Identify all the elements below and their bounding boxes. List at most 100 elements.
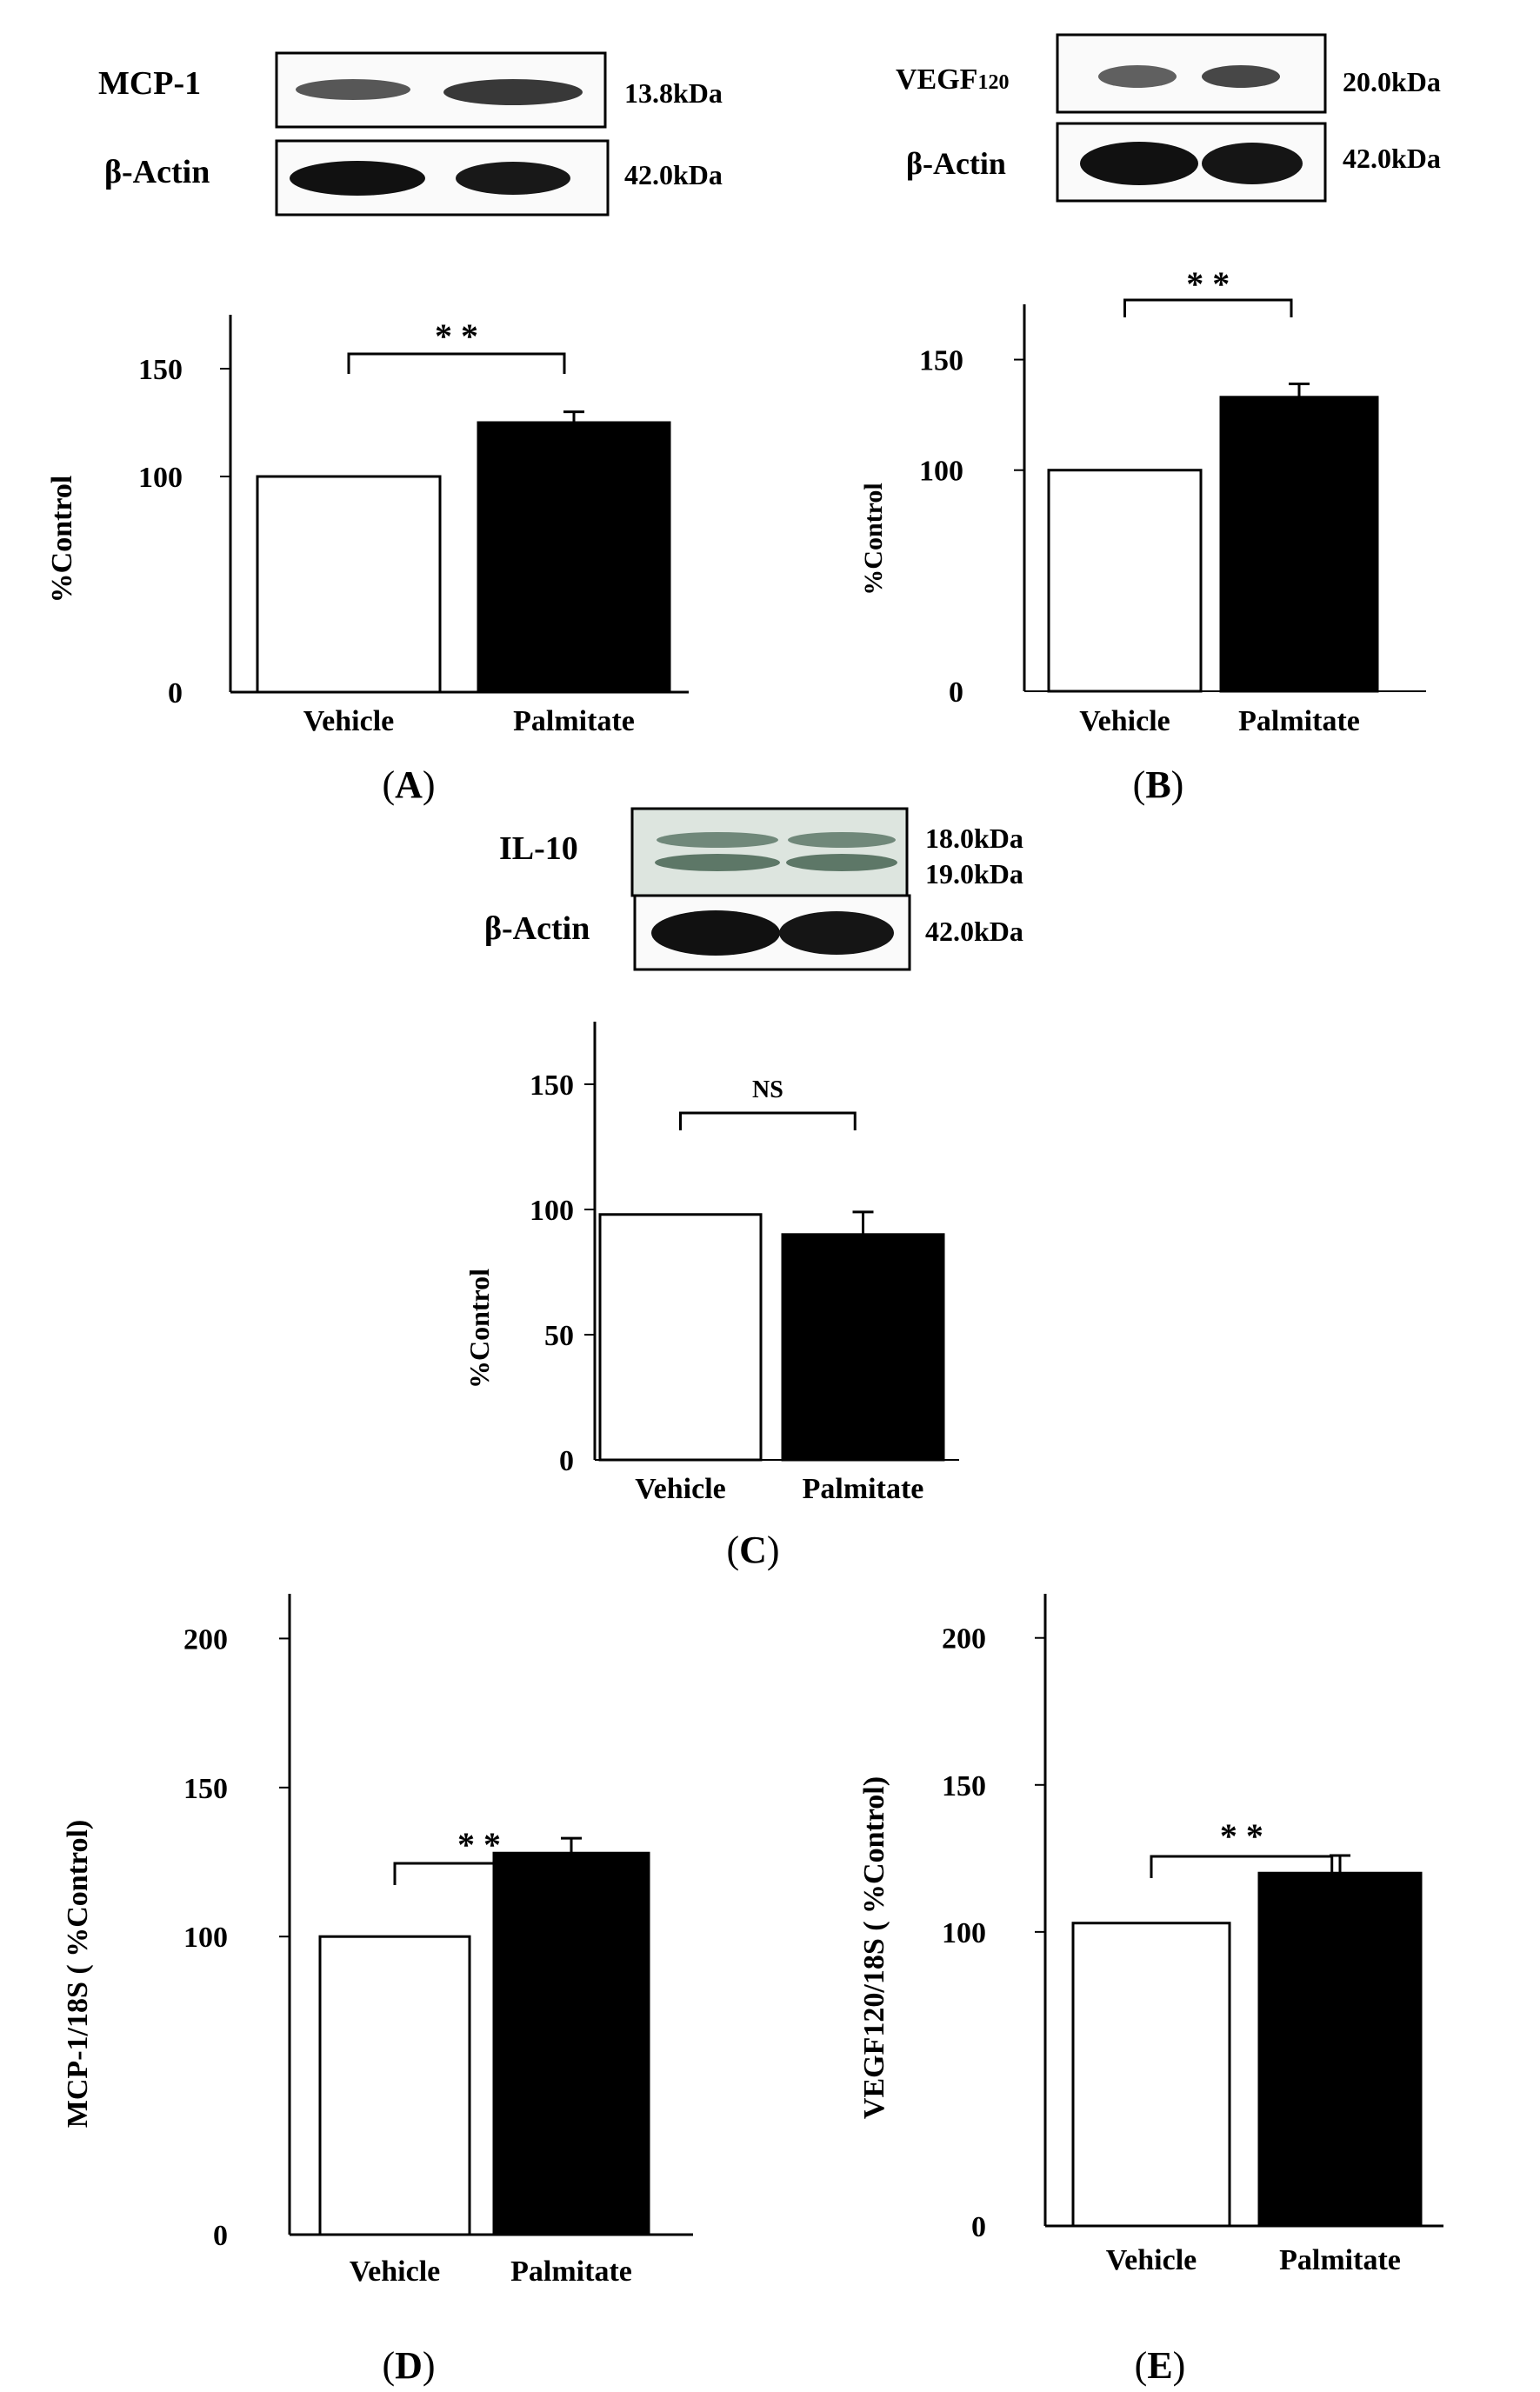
y-tick-label-0: 0 bbox=[971, 2211, 986, 2243]
y-tick-label-1: 50 bbox=[544, 1320, 574, 1352]
blot-c-control-label: β-Actin bbox=[484, 910, 590, 947]
bar-palmitate bbox=[477, 421, 671, 694]
chart-e-yticks: 0 100 150 200 bbox=[942, 1623, 1045, 2243]
significance-label: NS bbox=[752, 1076, 783, 1103]
blot-c-target-band-vehicle-upper bbox=[657, 832, 778, 848]
blot-c-target-band-palmitate-upper bbox=[788, 832, 896, 848]
bar-palmitate bbox=[492, 1851, 650, 2236]
blot-b-target-band-vehicle bbox=[1098, 65, 1177, 88]
chart-e-bars: * * bbox=[1071, 1816, 1423, 2228]
chart-b-xlabels: Vehicle Palmitate bbox=[1079, 705, 1360, 737]
bar-vehicle bbox=[1071, 1922, 1231, 2228]
bar-vehicle bbox=[318, 1935, 471, 2236]
x-category-label-palmitate: Palmitate bbox=[1279, 2244, 1401, 2276]
y-tick-label-2: 150 bbox=[183, 1773, 228, 1805]
blot-a-target-band-palmitate bbox=[443, 79, 583, 105]
chart-d-xlabels: Vehicle Palmitate bbox=[350, 2255, 632, 2288]
chart-a-xlabels: Vehicle Palmitate bbox=[303, 705, 635, 737]
significance-label: * * bbox=[435, 316, 478, 356]
chart-b-yticks: 0 100 150 bbox=[919, 345, 1024, 709]
x-category-label-palmitate: Palmitate bbox=[803, 1473, 924, 1505]
y-tick-label-0: 0 bbox=[949, 676, 963, 709]
y-tick-label-1: 100 bbox=[942, 1917, 986, 1949]
blot-b-control-band-vehicle bbox=[1080, 142, 1198, 185]
blot-a-control-band-palmitate bbox=[456, 162, 570, 195]
blot-c-target-band-vehicle-lower bbox=[655, 854, 780, 871]
blot-b-target-box bbox=[1056, 33, 1327, 114]
y-tick-label-3: 150 bbox=[530, 1069, 574, 1102]
significance-label: * * bbox=[1220, 1816, 1263, 1856]
significance-bracket bbox=[1150, 1855, 1334, 1878]
x-category-label-vehicle: Vehicle bbox=[635, 1473, 726, 1505]
chart-e-xlabels: Vehicle Palmitate bbox=[1106, 2244, 1401, 2276]
blot-c-control-kda: 42.0kDa bbox=[925, 916, 1023, 947]
blot-a-control-label: β-Actin bbox=[104, 154, 210, 190]
blot-c: IL-10 18.0kDa 19.0kDa β-Actin 42.0kDa bbox=[484, 807, 1023, 971]
bar-vehicle bbox=[1047, 469, 1203, 693]
chart-b: 0 100 150 * * Vehicle Palmitate %Control (B… bbox=[859, 264, 1426, 806]
bar-palmitate bbox=[1257, 1871, 1423, 2228]
blot-c-target-kda-1: 18.0kDa bbox=[925, 823, 1023, 854]
bar-vehicle bbox=[598, 1213, 763, 1462]
blot-b-target-band-palmitate bbox=[1202, 65, 1280, 88]
blot-b: VEGF120 20.0kDa β-Actin 42.0kDa bbox=[896, 33, 1441, 203]
x-category-label-vehicle: Vehicle bbox=[303, 705, 395, 737]
x-category-label-vehicle: Vehicle bbox=[1079, 705, 1170, 737]
chart-a: 0 100 150 * * Vehicle Palmitate %Control (A… bbox=[46, 315, 689, 806]
blot-a-control-band-vehicle bbox=[290, 161, 425, 196]
y-tick-label-2: 150 bbox=[919, 345, 963, 377]
y-tick-label-0: 0 bbox=[559, 1445, 574, 1477]
significance-label: * * bbox=[1186, 264, 1230, 303]
chart-e-ylabel: VEGF120/18S ( %Control) bbox=[858, 1776, 890, 2119]
chart-c-bars: NS bbox=[598, 1076, 945, 1462]
blot-c-target-label: IL-10 bbox=[499, 830, 578, 867]
blot-b-control-band-palmitate bbox=[1202, 143, 1303, 184]
bar-palmitate bbox=[1219, 396, 1379, 693]
blot-a-target-label: MCP-1 bbox=[98, 65, 201, 102]
chart-d: 0 100 150 200 * * Vehicle Palmitate MCP-1/18… bbox=[62, 1594, 693, 2387]
significance-label: * * bbox=[457, 1825, 501, 1864]
chart-a-panel-label: (A) bbox=[382, 763, 435, 806]
blot-c-control-band-palmitate bbox=[779, 911, 894, 955]
blot-a: MCP-1 13.8kDa β-Actin 42.0kDa bbox=[98, 51, 723, 217]
blot-c-target-band-palmitate-lower bbox=[786, 854, 897, 871]
x-category-label-palmitate: Palmitate bbox=[1238, 705, 1360, 737]
y-tick-label-3: 200 bbox=[183, 1623, 228, 1656]
blot-c-control-band-vehicle bbox=[651, 910, 780, 956]
x-category-label-palmitate: Palmitate bbox=[510, 2255, 632, 2288]
y-tick-label-1: 100 bbox=[183, 1922, 228, 1954]
x-category-label-palmitate: Palmitate bbox=[513, 705, 635, 737]
chart-a-ylabel: %Control bbox=[46, 476, 78, 603]
chart-d-bars: * * bbox=[318, 1825, 650, 2236]
significance-bracket bbox=[347, 352, 566, 374]
y-tick-label-0: 0 bbox=[213, 2220, 228, 2252]
chart-c: 0 50 100 150 NS Vehicle Palmitate %Control (… bbox=[463, 1022, 959, 1571]
chart-d-panel-label: (D) bbox=[382, 2344, 435, 2387]
chart-c-ylabel: %Control bbox=[463, 1269, 495, 1389]
blot-a-target-band-vehicle bbox=[296, 79, 410, 100]
significance-bracket bbox=[1123, 298, 1293, 317]
chart-c-panel-label: (C) bbox=[726, 1529, 779, 1571]
y-tick-label-3: 200 bbox=[942, 1623, 986, 1656]
blot-a-target-kda: 13.8kDa bbox=[624, 77, 723, 109]
blot-b-target-kda: 20.0kDa bbox=[1343, 66, 1441, 97]
chart-a-yticks: 0 100 150 bbox=[138, 354, 230, 710]
significance-bracket bbox=[393, 1862, 565, 1885]
x-category-label-vehicle: Vehicle bbox=[1106, 2244, 1197, 2276]
y-tick-label-1: 100 bbox=[919, 456, 963, 488]
chart-b-ylabel: %Control bbox=[859, 483, 888, 595]
chart-c-xlabels: Vehicle Palmitate bbox=[635, 1473, 923, 1505]
bar-vehicle bbox=[256, 475, 442, 694]
bar-palmitate bbox=[781, 1233, 945, 1462]
blot-c-target-kda-2: 19.0kDa bbox=[925, 858, 1023, 890]
chart-b-panel-label: (B) bbox=[1133, 763, 1184, 806]
blot-b-control-label: β-Actin bbox=[906, 146, 1006, 181]
blot-a-control-kda: 42.0kDa bbox=[624, 159, 723, 190]
blot-b-target-label: VEGF120 bbox=[896, 63, 1009, 96]
blot-b-control-kda: 42.0kDa bbox=[1343, 143, 1441, 174]
significance-bracket bbox=[679, 1111, 857, 1130]
chart-d-yticks: 0 100 150 200 bbox=[183, 1623, 290, 2252]
y-tick-label-2: 150 bbox=[138, 354, 183, 386]
chart-e: 0 100 150 200 * * Vehicle Palmitate VEGF120/… bbox=[858, 1594, 1443, 2387]
